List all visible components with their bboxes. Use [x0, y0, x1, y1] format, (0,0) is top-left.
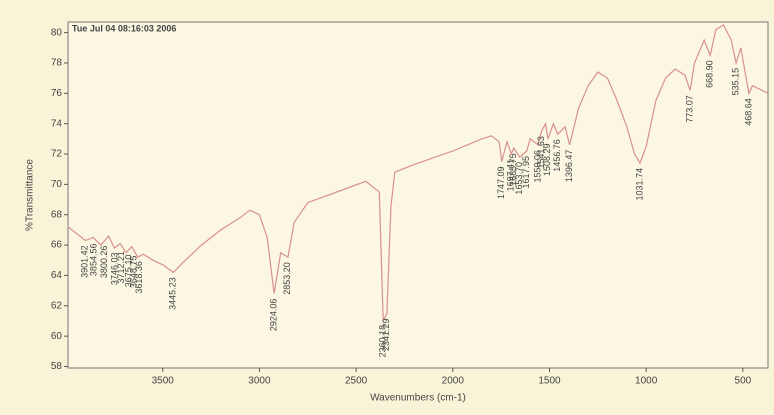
x-tick-label: 500	[735, 376, 752, 387]
y-tick-label: 78	[51, 58, 63, 69]
x-tick-label: 3500	[152, 376, 175, 387]
peak-label: 2341.29	[381, 318, 391, 351]
peak-label: 3746.03	[110, 253, 120, 286]
peak-label: 3675.10	[123, 255, 133, 288]
peak-label: 1685.75	[508, 153, 518, 186]
peak-label: 1508.29	[542, 143, 552, 176]
y-tick-label: 68	[51, 209, 63, 220]
spectrum-line	[67, 24, 769, 322]
peak-label: 1541.63	[536, 136, 546, 169]
y-tick-label: 76	[51, 88, 63, 99]
peak-label: 1697.41	[506, 159, 516, 192]
peak-label: 468.64	[743, 98, 753, 126]
peak-label: 3800.26	[99, 246, 109, 279]
peak-label: 1396.47	[564, 150, 574, 183]
y-tick-label: 66	[51, 240, 63, 251]
x-tick-label: 2500	[345, 376, 368, 387]
plot-frame	[67, 21, 769, 369]
peak-label: 1031.74	[634, 168, 644, 201]
peak-label: 3648.75	[128, 256, 138, 289]
x-tick-label: 1000	[635, 376, 658, 387]
peak-label: 2924.06	[268, 299, 278, 332]
peak-label: 3712.21	[116, 251, 126, 284]
peak-label: 3854.56	[89, 244, 99, 277]
x-tick-label: 1500	[538, 376, 561, 387]
peak-label: 535.15	[730, 68, 740, 96]
peak-label: 1747.09	[496, 166, 506, 199]
peak-label: 2853.20	[282, 262, 292, 295]
y-tick-label: 70	[51, 179, 63, 190]
y-axis-label: %Transmittance	[25, 159, 36, 231]
x-tick-label: 3000	[248, 376, 271, 387]
peak-label: 3618.36	[134, 261, 144, 294]
x-tick-label: 2000	[442, 376, 465, 387]
y-tick-label: 60	[51, 331, 63, 342]
peak-label: 3901.42	[80, 245, 90, 278]
x-axis-label: Wavenumbers (cm-1)	[370, 393, 466, 404]
y-tick-label: 80	[51, 27, 63, 38]
peak-label: 1653.70	[514, 162, 524, 195]
peak-label: 773.07	[684, 95, 694, 123]
peak-label: 1617.95	[521, 156, 531, 189]
timestamp: Tue Jul 04 08:16:03 2006	[72, 23, 176, 33]
peak-label: 1559.06	[532, 150, 542, 183]
y-tick-label: 64	[51, 270, 63, 281]
peak-label: 668.90	[705, 60, 715, 88]
peak-label: 1456.76	[552, 139, 562, 172]
peak-label: 2360.18	[378, 325, 388, 358]
y-tick-label: 58	[51, 361, 63, 372]
y-tick-label: 62	[51, 300, 63, 311]
peak-label: 3445.23	[168, 277, 178, 310]
y-tick-label: 72	[51, 149, 63, 160]
y-tick-label: 74	[51, 118, 63, 129]
